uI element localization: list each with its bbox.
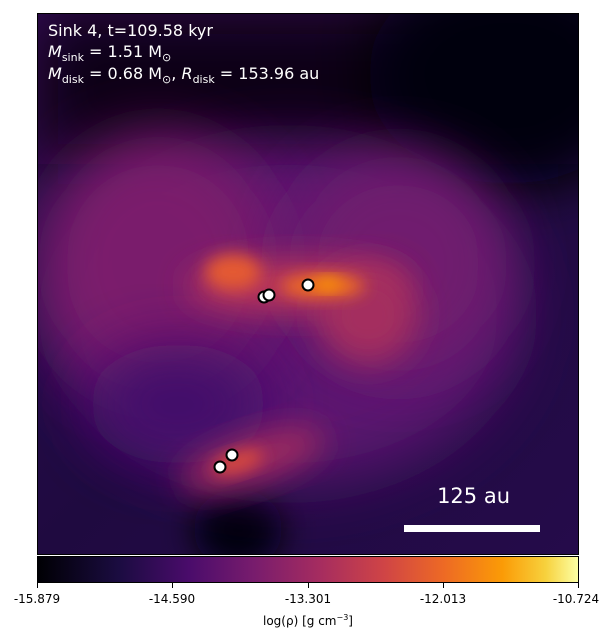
colorbar-label-prefix: log(ρ) [g cm xyxy=(263,614,337,628)
dark-region xyxy=(368,14,578,184)
colorbar-label-suffix: ] xyxy=(348,614,353,628)
colorbar-tick xyxy=(37,583,38,588)
colorbar xyxy=(37,556,579,583)
msink-value: = 1.51 M xyxy=(83,42,163,61)
sink-mass-annotation: Msink = 1.51 M⊙ xyxy=(48,42,171,64)
mdisk-value: = 0.68 M xyxy=(83,64,163,83)
colorbar-tick-label: -12.013 xyxy=(419,592,467,606)
colorbar-label-exponent: −3 xyxy=(336,613,349,622)
sink-e-marker xyxy=(213,460,227,474)
sink-d-marker xyxy=(225,448,239,462)
envelope xyxy=(88,344,268,464)
mdisk-symbol: M xyxy=(48,64,62,83)
hot-clump xyxy=(205,254,261,290)
mdisk-sub: disk xyxy=(61,73,84,87)
colorbar-tick-label: -14.590 xyxy=(148,592,196,606)
colorbar-tick-label: -10.724 xyxy=(552,592,600,606)
disk-annotation: Mdisk = 0.68 M⊙, Rdisk = 153.96 au xyxy=(48,64,319,86)
time-annotation: Sink 4, t=109.58 kyr xyxy=(48,21,213,40)
colorbar-label: log(ρ) [g cm−3] xyxy=(263,613,353,628)
colorbar-tick-label: -15.879 xyxy=(13,592,61,606)
msink-unit-sub: ⊙ xyxy=(162,51,172,65)
dark-region xyxy=(193,489,283,554)
colorbar-tick-label: -13.301 xyxy=(284,592,332,606)
colorbar-tick xyxy=(443,583,444,588)
hot-clump xyxy=(314,278,342,290)
density-map-panel: Sink 4, t=109.58 kyr Msink = 1.51 M⊙ Mdi… xyxy=(37,13,579,555)
sink-time-text: Sink 4, t=109.58 kyr xyxy=(48,21,213,40)
msink-symbol: M xyxy=(48,42,62,61)
density-map xyxy=(38,14,578,554)
sink-b-marker xyxy=(262,288,276,302)
colorbar-tick xyxy=(172,583,173,588)
envelope xyxy=(38,134,278,394)
rdisk-value: = 153.96 au xyxy=(214,64,320,83)
sink-c-marker xyxy=(301,278,315,292)
mdisk-unit-sub: ⊙ xyxy=(162,73,172,87)
rdisk-separator: , xyxy=(171,64,182,83)
msink-sub: sink xyxy=(61,51,84,65)
rdisk-sub: disk xyxy=(192,73,215,87)
scale-bar-label: 125 au xyxy=(437,484,510,508)
rdisk-symbol: R xyxy=(181,64,193,83)
colorbar-tick xyxy=(578,583,579,588)
colorbar-tick xyxy=(308,583,309,588)
scale-bar xyxy=(404,525,540,532)
sink-particles xyxy=(213,278,315,474)
